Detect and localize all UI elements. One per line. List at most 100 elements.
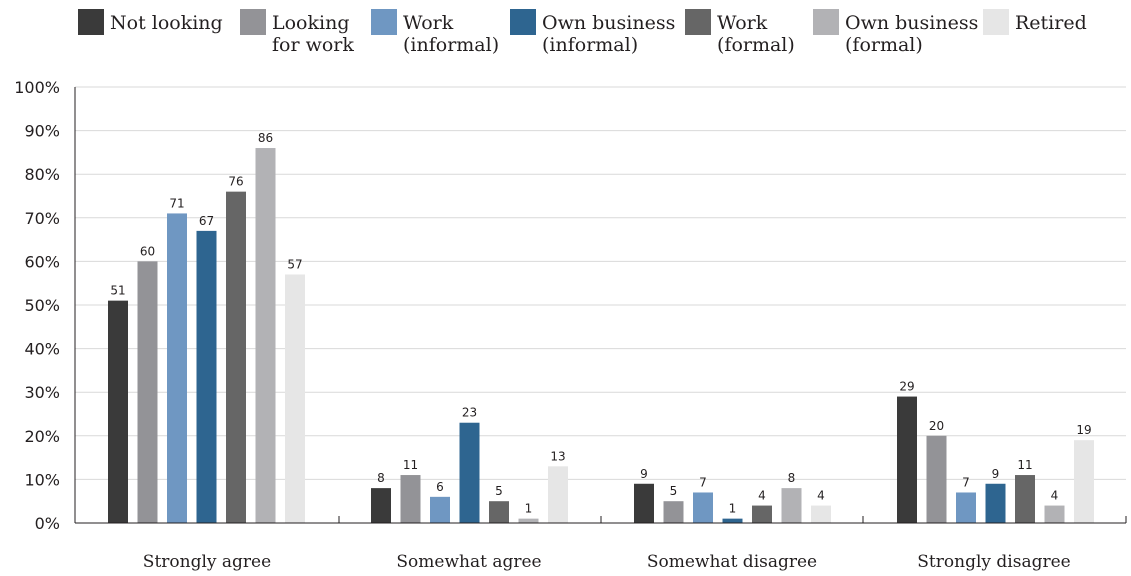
data-label: 4 <box>1051 489 1059 503</box>
data-label: 71 <box>169 196 184 210</box>
y-tick-label: 10% <box>24 470 60 489</box>
legend-swatch <box>240 9 266 35</box>
legend-swatch <box>371 9 397 35</box>
bar <box>167 213 187 523</box>
data-label: 76 <box>228 175 243 189</box>
x-category-label: Strongly agree <box>143 552 271 572</box>
bar-group: 9 5 7 1 4 8 4 <box>634 467 831 523</box>
bar <box>722 518 743 523</box>
data-label: 57 <box>287 257 302 271</box>
bar <box>518 518 539 523</box>
bar-group: 8 11 6 23 5 1 13 <box>371 406 568 523</box>
x-category-label: Somewhat agree <box>396 552 541 572</box>
bar <box>956 492 976 523</box>
legend-swatch <box>685 9 711 35</box>
data-label: 60 <box>140 244 155 258</box>
x-axis: Strongly agree Somewhat agree Somewhat dis… <box>75 516 1127 572</box>
legend-label: for work <box>272 34 354 56</box>
bar <box>196 230 217 523</box>
legend-item: Work(formal) <box>685 9 795 56</box>
bar <box>226 191 246 523</box>
data-label: 13 <box>550 449 565 463</box>
data-label: 4 <box>758 489 766 503</box>
data-label: 11 <box>403 458 418 472</box>
bar <box>985 483 1006 523</box>
bar <box>255 148 276 524</box>
legend-item: Own business(formal) <box>813 9 978 56</box>
data-label: 7 <box>699 475 707 489</box>
y-tick-label: 0% <box>35 514 60 533</box>
data-label: 1 <box>729 502 737 516</box>
bars: 5160716776865781162351139571484292079114… <box>108 131 1094 524</box>
bar <box>897 396 917 523</box>
data-label: 8 <box>788 471 796 485</box>
gridlines <box>75 86 1126 480</box>
legend-label: (formal) <box>717 34 795 56</box>
bar <box>548 466 568 523</box>
legend-label: Own business <box>542 12 675 34</box>
data-label: 1 <box>525 502 533 516</box>
legend-label: Work <box>717 12 768 34</box>
y-tick-label: 80% <box>24 165 60 184</box>
bar <box>285 274 305 523</box>
y-tick-label: 100% <box>14 78 60 97</box>
y-tick-label: 30% <box>24 383 60 402</box>
legend-label: (formal) <box>845 34 923 56</box>
legend-label: Retired <box>1015 12 1087 34</box>
data-label: 51 <box>110 284 125 298</box>
bar <box>926 435 947 523</box>
bar <box>371 488 391 523</box>
bar <box>459 422 480 523</box>
legend-label: (informal) <box>542 34 638 56</box>
bar <box>430 496 450 523</box>
legend-swatch <box>983 9 1009 35</box>
bar <box>489 501 509 523</box>
bar <box>693 492 713 523</box>
data-label: 11 <box>1017 458 1032 472</box>
legend-swatch <box>510 9 536 35</box>
bar <box>1044 505 1065 523</box>
data-label: 9 <box>992 467 1000 481</box>
x-category-label: Somewhat disagree <box>647 552 817 572</box>
data-label: 19 <box>1076 423 1091 437</box>
y-tick-label: 40% <box>24 340 60 359</box>
legend-label: Work <box>403 12 454 34</box>
bar <box>1015 475 1035 523</box>
legend-item: Not looking <box>78 9 223 35</box>
y-axis: 0% 10% 20% 30% 40% 50% 60% 70% 80% 90% 100% <box>14 78 76 533</box>
bar <box>811 505 831 523</box>
data-label: 7 <box>962 475 970 489</box>
legend-swatch <box>78 9 104 35</box>
bar <box>137 261 158 523</box>
data-label: 6 <box>436 480 444 494</box>
data-label: 9 <box>640 467 648 481</box>
data-label: 8 <box>377 471 385 485</box>
bar <box>781 488 802 523</box>
data-label: 86 <box>258 131 273 145</box>
legend-label: Looking <box>272 12 349 34</box>
bar <box>1074 440 1094 523</box>
bar <box>663 501 684 523</box>
data-label: 5 <box>670 484 678 498</box>
legend-item: Work(informal) <box>371 9 499 56</box>
legend-label: Own business <box>845 12 978 34</box>
bar <box>752 505 772 523</box>
data-label: 67 <box>199 214 214 228</box>
data-label: 5 <box>495 484 503 498</box>
y-tick-label: 60% <box>24 252 60 271</box>
legend-item: Own business(informal) <box>510 9 675 56</box>
y-tick-label: 20% <box>24 427 60 446</box>
data-label: 4 <box>817 489 825 503</box>
data-label: 23 <box>462 406 477 420</box>
bar <box>634 483 654 523</box>
data-label: 20 <box>929 419 944 433</box>
x-category-label: Strongly disagree <box>917 552 1070 572</box>
legend-item: Retired <box>983 9 1087 35</box>
legend-swatch <box>813 9 839 35</box>
bar-group: 51 60 71 67 76 86 57 <box>108 131 305 524</box>
bar <box>400 475 421 523</box>
data-label: 29 <box>899 380 914 394</box>
